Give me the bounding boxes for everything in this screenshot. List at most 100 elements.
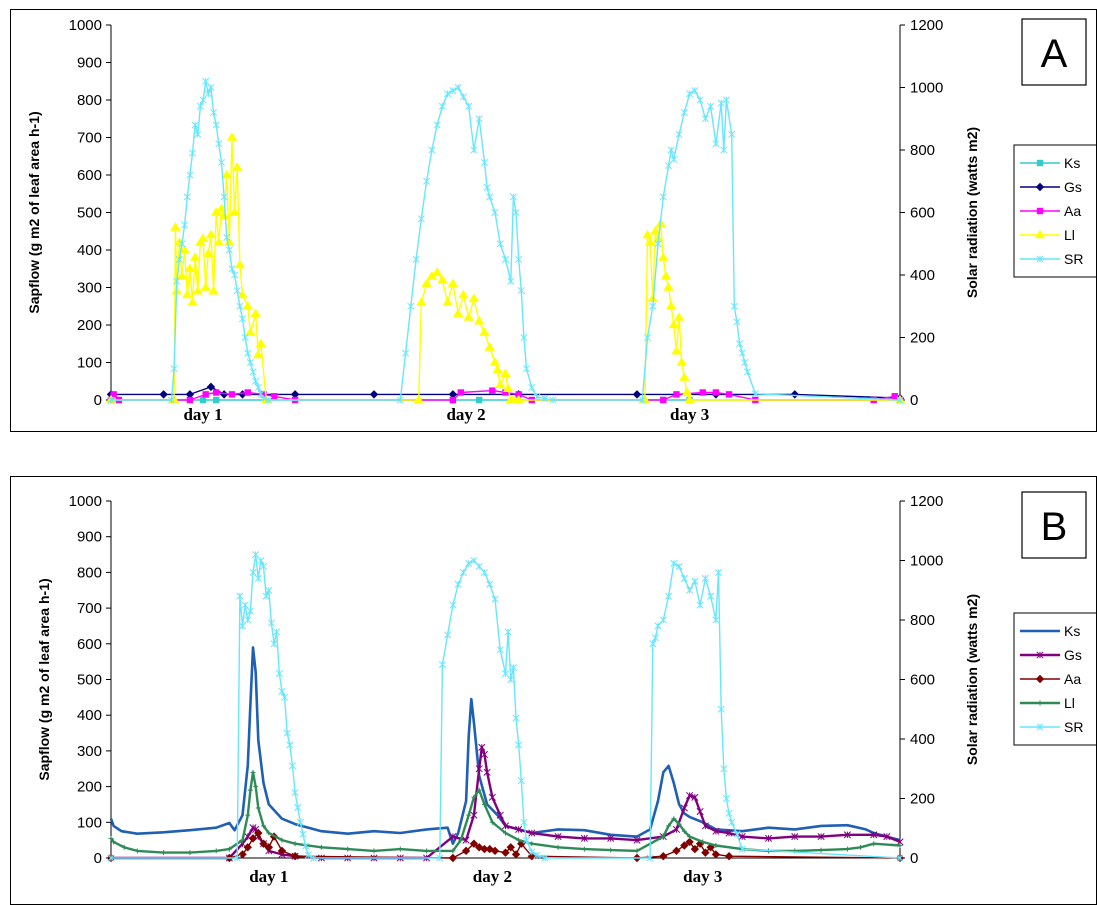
data-point bbox=[436, 854, 444, 862]
data-point bbox=[701, 574, 709, 582]
y-tick-label: 700 bbox=[77, 600, 102, 617]
data-point bbox=[273, 628, 281, 636]
y-tick-label: 1000 bbox=[69, 493, 102, 510]
y-tick-label: 500 bbox=[77, 205, 102, 222]
data-point bbox=[396, 396, 404, 404]
data-point bbox=[700, 839, 706, 845]
data-point bbox=[238, 390, 247, 399]
data-point bbox=[416, 297, 427, 306]
y-right-axis-title: Solar radiation (watts m2) bbox=[964, 594, 980, 765]
data-point bbox=[215, 140, 223, 148]
data-point bbox=[173, 277, 181, 285]
data-point bbox=[255, 805, 261, 811]
data-point bbox=[281, 693, 289, 701]
data-point bbox=[522, 836, 531, 844]
data-point bbox=[517, 287, 525, 295]
y-tick-label: 800 bbox=[77, 92, 102, 109]
data-point bbox=[191, 121, 199, 129]
x-tick-label: day 2 bbox=[446, 405, 485, 424]
y-tick-label: 900 bbox=[77, 529, 102, 546]
data-point bbox=[691, 577, 699, 585]
data-point bbox=[528, 848, 536, 856]
data-point bbox=[426, 271, 438, 280]
data-point bbox=[696, 96, 704, 104]
data-point bbox=[186, 171, 194, 179]
data-point bbox=[465, 102, 473, 110]
data-point bbox=[883, 833, 891, 841]
data-point bbox=[170, 365, 178, 373]
data-point bbox=[1036, 159, 1044, 167]
data-point bbox=[275, 669, 283, 678]
data-point bbox=[522, 365, 531, 373]
data-point bbox=[233, 854, 241, 862]
data-point bbox=[449, 87, 457, 95]
data-point bbox=[496, 240, 504, 248]
data-point bbox=[428, 146, 436, 154]
data-point bbox=[673, 391, 680, 398]
y-tick-label: 0 bbox=[94, 392, 102, 409]
data-point bbox=[249, 368, 257, 376]
data-point bbox=[699, 389, 706, 396]
data-point bbox=[175, 255, 183, 263]
data-point bbox=[480, 568, 489, 576]
data-point bbox=[728, 818, 736, 826]
data-point bbox=[633, 836, 641, 844]
data-point bbox=[712, 140, 720, 148]
data-point bbox=[665, 301, 677, 310]
data-point bbox=[896, 854, 904, 862]
data-point bbox=[517, 777, 525, 785]
data-point bbox=[533, 393, 541, 401]
data-point bbox=[666, 823, 672, 829]
data-point bbox=[649, 302, 657, 310]
data-point bbox=[720, 146, 728, 154]
data-point bbox=[676, 821, 682, 827]
data-point bbox=[701, 115, 709, 123]
data-point bbox=[675, 130, 683, 138]
data-point bbox=[484, 342, 495, 351]
data-point bbox=[696, 601, 704, 609]
data-point bbox=[515, 255, 523, 263]
data-point bbox=[204, 90, 212, 98]
y-right-tick-label: 800 bbox=[910, 142, 935, 159]
data-point bbox=[299, 830, 307, 838]
data-point bbox=[259, 562, 268, 571]
data-point bbox=[680, 841, 689, 850]
data-point bbox=[679, 372, 690, 381]
data-point bbox=[159, 390, 168, 399]
data-point bbox=[607, 834, 615, 842]
data-point bbox=[491, 595, 499, 603]
data-point bbox=[486, 580, 494, 588]
data-point bbox=[448, 390, 458, 399]
data-point bbox=[134, 848, 140, 854]
data-point bbox=[267, 619, 275, 627]
data-point bbox=[660, 396, 667, 404]
data-point bbox=[244, 616, 252, 624]
data-point bbox=[262, 592, 270, 600]
data-point bbox=[202, 391, 209, 398]
data-point bbox=[176, 271, 188, 280]
data-point bbox=[488, 793, 496, 801]
data-point bbox=[226, 132, 238, 141]
data-point bbox=[1037, 700, 1043, 706]
data-point bbox=[725, 809, 733, 817]
data-point bbox=[202, 77, 210, 85]
data-point bbox=[231, 271, 239, 279]
data-point bbox=[421, 278, 432, 287]
data-point bbox=[437, 274, 448, 284]
y-tick-label: 600 bbox=[77, 167, 102, 184]
data-point bbox=[228, 265, 236, 273]
data-point bbox=[221, 169, 232, 179]
data-point bbox=[491, 208, 499, 217]
data-point bbox=[224, 237, 235, 246]
y-right-tick-label: 600 bbox=[910, 672, 935, 689]
data-point bbox=[654, 622, 662, 630]
legend: Ks Gs Aa Ll SR bbox=[1013, 144, 1096, 278]
data-point bbox=[891, 393, 898, 400]
data-point bbox=[501, 848, 510, 857]
data-point bbox=[650, 226, 661, 235]
data-point bbox=[178, 240, 186, 248]
data-point bbox=[187, 297, 198, 306]
data-point bbox=[189, 252, 201, 261]
data-point bbox=[225, 246, 233, 254]
data-point bbox=[475, 115, 483, 123]
